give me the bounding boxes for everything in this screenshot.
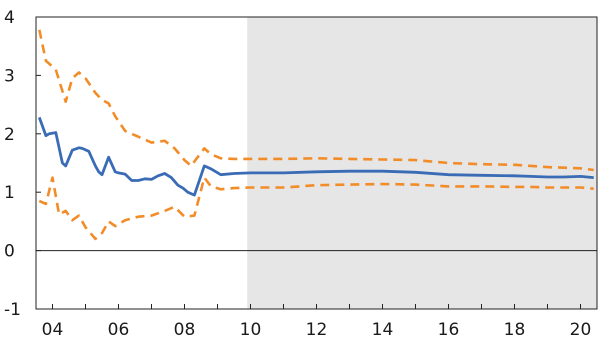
y-tick-label: 3	[4, 66, 15, 86]
x-axis: 04 06 08 10 12 14 16 18 20	[42, 304, 592, 340]
x-tick-label: 12	[306, 320, 328, 340]
x-tick-label: 20	[570, 320, 592, 340]
x-tick-label: 10	[240, 320, 262, 340]
y-tick-label: 1	[4, 183, 15, 203]
y-tick-label: 4	[4, 8, 15, 28]
y-axis: -1 0 1 2 3 4	[4, 8, 41, 320]
series-layer	[37, 29, 594, 241]
y-tick-label: 2	[4, 125, 15, 145]
lower-band-line	[38, 176, 594, 241]
x-tick-label: 16	[438, 320, 460, 340]
upper-band-line	[38, 29, 594, 172]
y-tick-label: -1	[4, 300, 21, 320]
x-tick-label: 08	[174, 320, 196, 340]
y-tick-label: 0	[4, 242, 15, 262]
x-tick-label: 18	[504, 320, 526, 340]
estimate-line	[37, 116, 594, 197]
x-tick-label: 14	[372, 320, 394, 340]
forecast-shaded-region	[247, 17, 597, 309]
x-tick-label: 04	[42, 320, 64, 340]
x-tick-label: 06	[108, 320, 130, 340]
